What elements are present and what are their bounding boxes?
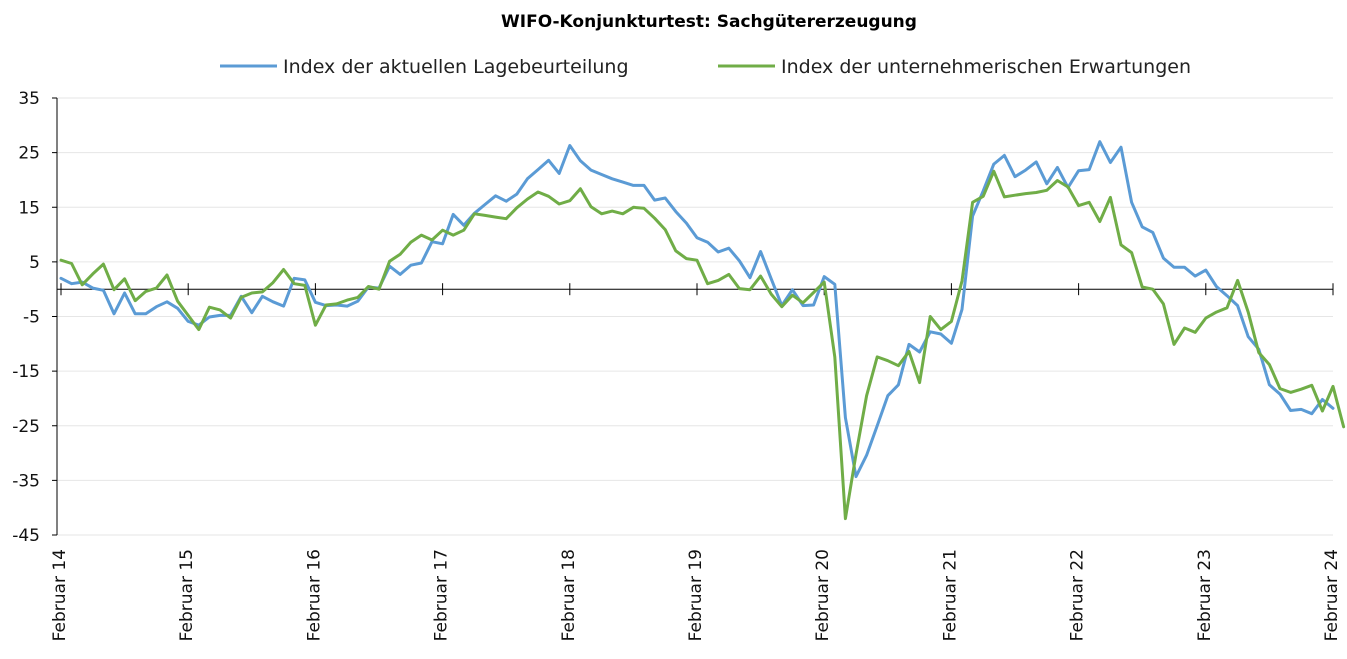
x-tick-label: Februar 17 bbox=[432, 549, 452, 641]
series-lines bbox=[59, 140, 1346, 521]
x-tick-label: Februar 23 bbox=[1195, 549, 1215, 641]
y-tick-label: -45 bbox=[12, 526, 40, 546]
y-axis-tick-labels: 35 25 15 5 -5 -15 -25 -35 -45 bbox=[12, 89, 40, 546]
y-tick-label: -15 bbox=[12, 362, 40, 382]
gridlines bbox=[52, 97, 1333, 536]
legend-item-lagebeurteilung: Index der aktuellen Lagebeurteilung bbox=[220, 56, 629, 78]
y-tick-label: 35 bbox=[18, 89, 40, 109]
legend-label-lagebeurteilung: Index der aktuellen Lagebeurteilung bbox=[283, 56, 629, 78]
x-tick-label: Februar 19 bbox=[686, 549, 706, 641]
legend: Index der aktuellen Lagebeurteilung Inde… bbox=[220, 56, 1191, 78]
y-tick-label: 5 bbox=[29, 253, 40, 273]
y-tick-label: 15 bbox=[18, 198, 40, 218]
legend-label-erwartungen: Index der unternehmerischen Erwartungen bbox=[781, 56, 1191, 78]
x-tick-label: Februar 15 bbox=[177, 549, 197, 641]
chart-title: WIFO-Konjunkturtest: Sachgütererzeugung bbox=[501, 12, 917, 32]
x-axis-tick-labels: Februar 14 Februar 15 Februar 16 Februar 17… bbox=[50, 549, 1342, 641]
series-line-erwartungen bbox=[59, 169, 1346, 521]
series-line-lagebeurteilung bbox=[59, 140, 1335, 479]
x-axis-ticks bbox=[60, 283, 1334, 296]
x-tick-label: Februar 16 bbox=[304, 549, 324, 641]
y-tick-label: -25 bbox=[12, 417, 40, 437]
x-tick-label: Februar 20 bbox=[813, 549, 833, 641]
x-tick-label: Februar 21 bbox=[940, 549, 960, 641]
x-tick-label: Februar 22 bbox=[1068, 549, 1088, 641]
y-tick-label: -5 bbox=[23, 308, 40, 328]
x-tick-label: Februar 14 bbox=[50, 549, 70, 641]
y-tick-label: -35 bbox=[12, 471, 40, 491]
x-tick-label: Februar 24 bbox=[1322, 549, 1342, 641]
y-tick-label: 25 bbox=[18, 144, 40, 164]
x-tick-label: Februar 18 bbox=[559, 549, 579, 641]
legend-item-erwartungen: Index der unternehmerischen Erwartungen bbox=[718, 56, 1191, 78]
